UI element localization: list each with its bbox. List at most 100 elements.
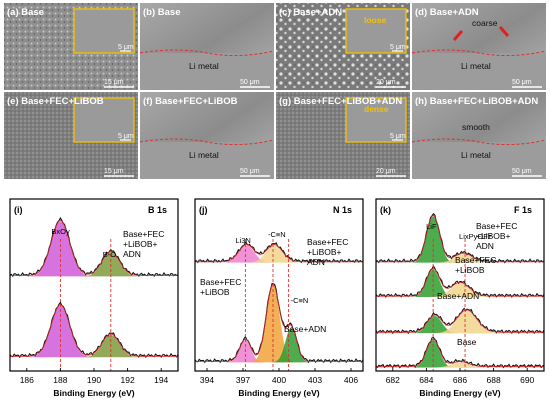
fit-envelope-line — [376, 214, 544, 263]
raw-spectrum-line — [375, 336, 545, 369]
inset-scalebar-label: 5 μm — [390, 133, 406, 140]
sample-label: +LiBOB — [455, 265, 485, 275]
sample-label: +LiBOB — [200, 287, 230, 297]
inset-scalebar-label: 5 μm — [118, 44, 134, 51]
fit-envelope-line — [376, 338, 544, 368]
fit-component — [10, 334, 178, 358]
sem-image-grid: 5 μm (a) Base 15 μm Li metal (b) Base 50 μm 5 … — [4, 3, 547, 179]
sem-panel-label: (f) Base+FEC+LiBOB — [143, 96, 238, 107]
sem-panel: 5 μm (e) Base+FEC+LiBOB 15 μm — [4, 92, 138, 179]
xps-panel: LiFLixPyOFzBase+FEC+LiBOB+ADNBase+FEC+Li… — [375, 198, 545, 398]
inset-scalebar-label: 5 μm — [390, 44, 406, 51]
x-tick-label: 684 — [419, 375, 433, 385]
sem-panel-label: (c) Base+ADN — [279, 7, 342, 18]
peak-label: LixPyOFz — [459, 232, 492, 241]
x-tick-label: 186 — [20, 375, 34, 385]
x-tick-label: 190 — [87, 375, 101, 385]
li-metal-region — [140, 53, 274, 90]
sem-panel: 5 μm dense(g) Base+FEC+LiBOB+ADN 20 μm — [276, 92, 410, 179]
sem-panel: Li metal (b) Base 50 μm — [139, 3, 275, 90]
x-axis-label: Binding Energy (eV) — [53, 388, 134, 398]
scalebar-label: 50 μm — [512, 168, 532, 175]
x-axis-label: Binding Energy (eV) — [238, 388, 319, 398]
li-metal-label: Li metal — [461, 61, 491, 71]
sample-label: Base+FEC — [200, 277, 241, 287]
peak-label: Li3N — [235, 236, 250, 245]
peak-label: BxOy — [51, 227, 70, 236]
sample-label: +LiBOB+ — [307, 247, 342, 257]
interface-dashed-line — [411, 49, 547, 57]
fit-component — [10, 221, 178, 277]
sem-panel-label: (d) Base+ADN — [415, 7, 479, 18]
fit-envelope-line — [10, 304, 178, 357]
inset-image — [73, 97, 135, 143]
sample-label: Base+FEC — [307, 237, 348, 247]
x-tick-label: 194 — [154, 375, 168, 385]
x-tick-label: 397 — [236, 375, 250, 385]
xps-panel: Li3N-C≡N-C≡NBase+FEC+LiBOB+ADNBase+ADN(j… — [194, 198, 364, 398]
interface-dashed-line — [139, 138, 275, 146]
surface-note: smooth — [462, 122, 490, 132]
fit-component — [376, 283, 544, 298]
x-tick-label: 688 — [487, 375, 501, 385]
sem-panel: 5 μm loose (c) Base+ADN 20 μm — [276, 3, 410, 90]
sem-panel-label: (b) Base — [143, 7, 180, 18]
x-tick-label: 394 — [200, 375, 214, 385]
red-arrow-icon — [498, 26, 510, 37]
xps-panel-label: (j) — [199, 205, 208, 215]
raw-spectrum-line — [375, 264, 545, 298]
fit-component — [10, 305, 178, 358]
xps-title: F 1s — [514, 205, 532, 215]
inset-image — [345, 8, 407, 54]
peak-label: -C≡N — [268, 230, 286, 239]
x-tick-label: 403 — [308, 375, 322, 385]
sem-panel-label: (a) Base — [7, 7, 44, 18]
scalebar-label: 15 μm — [104, 79, 124, 86]
xps-title: N 1s — [333, 205, 352, 215]
fit-component — [376, 310, 544, 334]
sample-label: ADN — [123, 249, 141, 259]
sample-label: ADN — [307, 257, 325, 267]
scalebar-label: 20 μm — [376, 168, 396, 175]
surface-note: coarse — [472, 18, 498, 28]
sample-label: Base+FEC — [123, 229, 164, 239]
scalebar-label: 15 μm — [104, 168, 124, 175]
x-tick-label: 188 — [53, 375, 67, 385]
fit-component — [195, 245, 363, 263]
li-metal-label: Li metal — [461, 150, 491, 160]
spectrum — [375, 307, 545, 335]
li-metal-region — [140, 142, 274, 179]
li-metal-label: Li metal — [189, 150, 219, 160]
x-tick-label: 192 — [121, 375, 135, 385]
sample-label: ADN — [476, 241, 494, 251]
x-axis-label: Binding Energy (eV) — [419, 388, 500, 398]
scalebar-label: 50 μm — [512, 79, 532, 86]
sem-panel-label: (g) Base+FEC+LiBOB+ADN — [279, 96, 402, 107]
spectrum — [375, 264, 545, 298]
raw-spectrum-line — [375, 307, 545, 335]
inset-image — [73, 8, 135, 54]
x-tick-label: 690 — [520, 375, 534, 385]
inset-scalebar-label: 5 μm — [118, 133, 134, 140]
inset-image — [345, 97, 407, 143]
fit-component — [195, 245, 363, 263]
x-tick-label: 682 — [386, 375, 400, 385]
fit-component — [376, 254, 544, 263]
peak-label: B-O — [103, 250, 117, 259]
fit-component — [195, 285, 363, 363]
x-tick-label: 400 — [272, 375, 286, 385]
spectrum — [194, 241, 364, 264]
sample-label: Base+FEC — [455, 255, 496, 265]
spectrum — [9, 301, 179, 359]
raw-spectrum-line — [9, 301, 179, 359]
sample-label: Base — [457, 337, 477, 347]
inset-note: dense — [364, 104, 389, 114]
li-metal-region — [412, 142, 546, 179]
xps-panel-label: (i) — [14, 205, 23, 215]
fit-component — [10, 252, 178, 277]
x-tick-label: 686 — [453, 375, 467, 385]
scalebar-label: 20 μm — [376, 79, 396, 86]
scalebar-label: 50 μm — [240, 168, 260, 175]
xps-panel-label: (k) — [380, 205, 391, 215]
spectrum — [9, 216, 179, 278]
